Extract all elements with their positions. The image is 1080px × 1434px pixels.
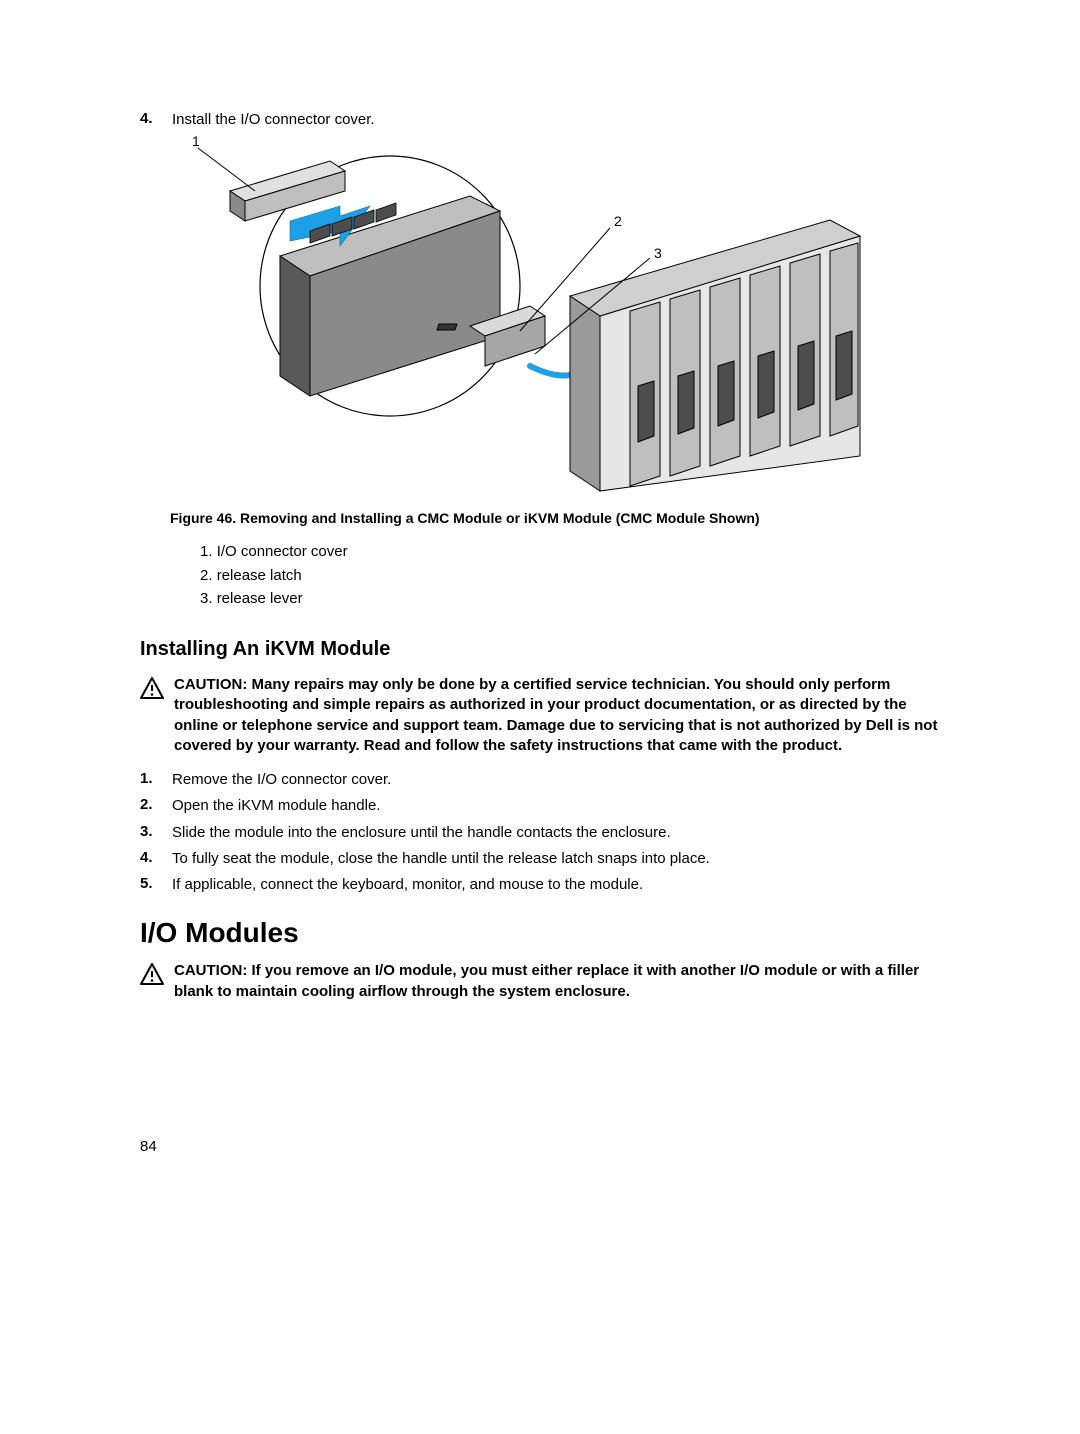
caution-block-2: CAUTION: If you remove an I/O module, yo… xyxy=(140,961,940,1002)
list-item: 3. Slide the module into the enclosure u… xyxy=(140,823,940,843)
legend-item: 1. I/O connector cover xyxy=(200,540,940,563)
list-item: 4. To fully seat the module, close the h… xyxy=(140,849,940,869)
caution-icon xyxy=(140,961,174,1002)
page-number: 84 xyxy=(140,1138,157,1155)
caution-icon xyxy=(140,675,174,756)
figure-legend: 1. I/O connector cover 2. release latch … xyxy=(200,540,940,610)
list-item: 2. Open the iKVM module handle. xyxy=(140,796,940,816)
step-number: 4. xyxy=(140,110,172,130)
list-item: 1. Remove the I/O connector cover. xyxy=(140,770,940,790)
legend-item: 3. release lever xyxy=(200,587,940,610)
callout-2: 2 xyxy=(614,213,622,229)
callout-3: 3 xyxy=(654,245,662,261)
heading-io-modules: I/O Modules xyxy=(140,917,940,949)
callout-1: 1 xyxy=(192,136,200,149)
legend-item: 2. release latch xyxy=(200,564,940,587)
caution-block-1: CAUTION: Many repairs may only be done b… xyxy=(140,675,940,756)
list-item: 5. If applicable, connect the keyboard, … xyxy=(140,875,940,895)
caution-text: CAUTION: Many repairs may only be done b… xyxy=(174,675,940,756)
step-text: Install the I/O connector cover. xyxy=(172,110,375,130)
figure-illustration: 1 2 3 xyxy=(170,136,880,496)
caution-text: CAUTION: If you remove an I/O module, yo… xyxy=(174,961,940,1002)
figure-caption: Figure 46. Removing and Installing a CMC… xyxy=(170,510,940,526)
heading-installing-ikvm: Installing An iKVM Module xyxy=(140,638,940,661)
figure-46: 1 2 3 xyxy=(170,136,940,496)
step-4: 4. Install the I/O connector cover. xyxy=(140,110,940,130)
steps-list: 1. Remove the I/O connector cover. 2. Op… xyxy=(140,770,940,895)
